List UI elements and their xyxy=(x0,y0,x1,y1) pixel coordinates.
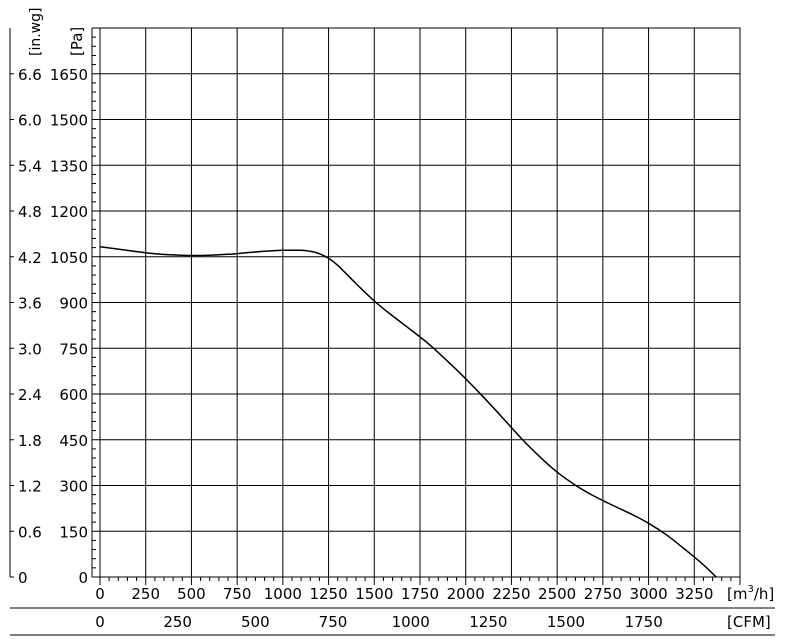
x-tick-label-cfm: 750 xyxy=(319,613,348,631)
y-tick-label-inwg: 4.2 xyxy=(18,249,42,267)
y-tick-label-inwg: 0.6 xyxy=(18,523,42,541)
y-tick-label-inwg: 1.8 xyxy=(18,432,42,450)
y-tick-label-pa: 150 xyxy=(59,523,88,541)
y-tick-label-inwg: 3.0 xyxy=(18,340,42,358)
x-tick-label-cfm: 1750 xyxy=(625,613,663,631)
y-tick-label-inwg: 6.6 xyxy=(18,66,42,84)
y-tick-label-pa: 300 xyxy=(59,478,88,496)
y-tick-label-pa: 1050 xyxy=(50,249,88,267)
y-tick-label-pa: 1350 xyxy=(50,157,88,175)
y-tick-label-pa: 900 xyxy=(59,295,88,313)
x-tick-label-m3h: 3250 xyxy=(675,585,713,603)
y-tick-label-pa: 600 xyxy=(59,386,88,404)
x-tick-label-cfm: 500 xyxy=(241,613,270,631)
x-tick-label-m3h: 2750 xyxy=(584,585,622,603)
y-tick-label-inwg: 2.4 xyxy=(18,386,42,404)
x-tick-label-m3h: 250 xyxy=(131,585,160,603)
x-tick-label-cfm: 1250 xyxy=(469,613,507,631)
x-tick-label-cfm: 1000 xyxy=(392,613,430,631)
minor-ticks xyxy=(10,27,741,585)
y-tick-label-pa: 1500 xyxy=(50,112,88,130)
y-tick-label-pa: 450 xyxy=(59,432,88,450)
y-tick-label-pa: 1650 xyxy=(50,66,88,84)
x-axis-label-m3h: [m3/h] xyxy=(727,584,774,603)
x-tick-label-m3h: 1750 xyxy=(401,585,439,603)
x-tick-label-cfm: 250 xyxy=(163,613,192,631)
y-tick-label-inwg: 0 xyxy=(18,569,28,587)
x-tick-label-m3h: 0 xyxy=(95,585,105,603)
x-tick-label-m3h: 3000 xyxy=(629,585,667,603)
x-tick-label-m3h: 2000 xyxy=(447,585,485,603)
y-tick-label-inwg: 6.0 xyxy=(18,112,42,130)
x-tick-label-cfm: 1500 xyxy=(547,613,585,631)
pressure-curve xyxy=(100,245,718,577)
y-tick-label-inwg: 1.2 xyxy=(18,478,42,496)
x-tick-label-m3h: 2500 xyxy=(538,585,576,603)
x-tick-label-m3h: 2250 xyxy=(492,585,530,603)
grid-lines xyxy=(99,27,741,578)
series-layer xyxy=(100,245,718,577)
y-tick-label-pa: 0 xyxy=(78,569,88,587)
y-tick-label-inwg: 4.8 xyxy=(18,203,42,221)
x-tick-label-cfm: 0 xyxy=(95,613,105,631)
y-tick-label-inwg: 5.4 xyxy=(18,157,42,175)
y-tick-label-pa: 1200 xyxy=(50,203,88,221)
x-tick-label-m3h: 1000 xyxy=(264,585,302,603)
y-tick-label-inwg: 3.6 xyxy=(18,295,42,313)
y-axis-label-pa: [Pa] xyxy=(68,27,86,56)
x-tick-label-m3h: 500 xyxy=(177,585,206,603)
x-axis-label-cfm: [CFM] xyxy=(727,613,771,631)
x-tick-label-m3h: 1250 xyxy=(309,585,347,603)
x-tick-label-m3h: 1500 xyxy=(355,585,393,603)
x-tick-label-m3h: 750 xyxy=(223,585,252,603)
y-tick-label-pa: 750 xyxy=(59,340,88,358)
y-axis-label-inwg: [in.wg] xyxy=(28,8,44,56)
